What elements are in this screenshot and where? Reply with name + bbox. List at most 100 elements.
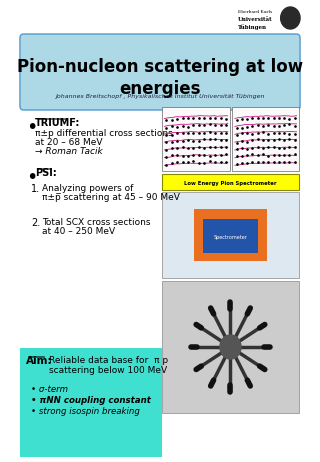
Point [212,129,218,136]
Point [282,122,287,129]
Point [169,122,174,130]
Point [207,136,212,143]
Point [191,137,196,144]
Point [207,158,212,165]
Point [191,151,196,158]
Point [255,151,260,158]
Point [174,144,180,152]
Point [191,122,196,129]
Point [282,136,287,144]
Circle shape [281,7,300,29]
Point [282,115,287,122]
Text: Analyzing powers of: Analyzing powers of [42,184,133,193]
Point [282,152,287,159]
Point [202,114,207,122]
Point [250,122,255,129]
Text: 1.: 1. [31,184,41,194]
Point [234,124,239,131]
Text: • πNN coupling constant: • πNN coupling constant [31,396,151,405]
Point [196,159,201,166]
Point [191,158,196,165]
Point [266,144,271,151]
Point [266,115,271,122]
Text: Total SCX cross sections: Total SCX cross sections [42,218,150,227]
Point [250,115,255,122]
Point [202,159,207,167]
Text: scattering below 100 MeV: scattering below 100 MeV [26,366,167,375]
Point [292,151,297,158]
Point [282,159,287,166]
Point [239,130,244,137]
FancyBboxPatch shape [232,107,299,171]
Point [196,115,201,122]
Point [196,152,201,159]
Point [239,152,244,160]
Point [292,143,297,151]
Point [266,152,271,159]
Point [164,146,169,153]
Point [218,158,223,165]
Point [180,137,185,145]
Text: 2.: 2. [31,218,41,228]
Point [207,115,212,122]
Point [185,144,190,151]
Point [202,122,207,129]
Point [207,121,212,128]
Point [223,137,228,144]
Point [174,123,180,130]
Point [292,137,297,144]
Point [212,152,218,159]
Point [169,131,174,138]
Point [271,158,276,165]
Text: at 20 – 68 MeV: at 20 – 68 MeV [35,138,102,147]
Point [234,146,239,153]
Point [164,138,169,146]
Point [276,135,282,143]
Point [276,144,282,152]
Point [174,129,180,136]
Point [185,129,190,137]
Point [174,151,180,158]
Point [180,122,185,129]
Point [164,131,169,138]
Point [287,121,292,128]
Point [255,144,260,151]
Point [276,115,282,122]
Point [239,159,244,166]
Point [260,151,266,158]
Text: Low Energy Pion Spectrometer: Low Energy Pion Spectrometer [184,181,277,186]
Point [287,143,292,151]
Point [169,116,174,124]
Point [185,136,190,144]
Text: •: • [26,168,37,187]
Point [218,121,223,128]
Text: at 40 – 250 MeV: at 40 – 250 MeV [42,227,115,236]
Point [292,115,297,122]
Point [292,158,297,165]
Point [223,115,228,122]
Point [218,115,223,122]
Point [185,123,190,130]
Point [292,122,297,130]
Point [271,136,276,144]
Point [234,139,239,146]
Point [202,151,207,158]
Point [212,143,218,151]
Point [239,116,244,123]
Point [260,115,266,122]
Point [239,124,244,131]
Point [250,136,255,144]
FancyBboxPatch shape [162,174,299,190]
Text: TRIUMF:: TRIUMF: [35,118,80,128]
FancyBboxPatch shape [20,34,300,110]
Point [212,135,218,143]
Text: • strong isospin breaking: • strong isospin breaking [31,407,140,416]
Point [245,152,250,159]
Text: PSI:: PSI: [35,168,57,178]
Point [218,151,223,158]
Point [234,160,239,167]
Point [169,138,174,146]
Point [169,160,174,167]
Text: •: • [26,118,37,137]
Point [239,144,244,152]
